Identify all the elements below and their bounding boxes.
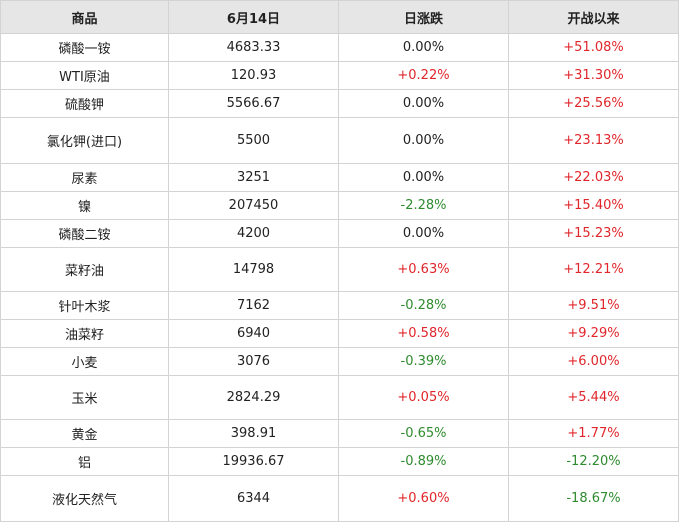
- since-war-change-cell: +1.77%: [508, 419, 679, 448]
- commodity-name-cell: 氯化钾(进口): [0, 117, 169, 164]
- price-cell: 14798: [168, 247, 339, 292]
- since-war-change-cell: +23.13%: [508, 117, 679, 164]
- since-war-change-cell: +15.40%: [508, 191, 679, 220]
- price-cell: 3251: [168, 163, 339, 192]
- commodity-name-cell: 针叶木浆: [0, 291, 169, 320]
- commodity-name-cell: 磷酸二铵: [0, 219, 169, 248]
- daily-change-cell: 0.00%: [338, 219, 509, 248]
- since-war-change-cell: +25.56%: [508, 89, 679, 118]
- since-war-change-cell: +9.29%: [508, 319, 679, 348]
- daily-change-cell: +0.05%: [338, 375, 509, 420]
- since-war-change-cell: +5.44%: [508, 375, 679, 420]
- commodity-name-cell: 液化天然气: [0, 475, 169, 522]
- daily-change-cell: -2.28%: [338, 191, 509, 220]
- commodity-name-cell: 镍: [0, 191, 169, 220]
- table-row: 小麦 3076 -0.39% +6.00%: [0, 347, 679, 376]
- since-war-change-cell: -12.20%: [508, 447, 679, 476]
- since-war-change-cell: +12.21%: [508, 247, 679, 292]
- price-cell: 5500: [168, 117, 339, 164]
- table-row: WTI原油 120.93 +0.22% +31.30%: [0, 61, 679, 90]
- since-war-change-cell: +51.08%: [508, 33, 679, 62]
- daily-change-cell: 0.00%: [338, 33, 509, 62]
- commodity-name-cell: 尿素: [0, 163, 169, 192]
- daily-change-cell: 0.00%: [338, 89, 509, 118]
- table-header-row: 商品 6月14日 日涨跌 开战以来: [0, 0, 679, 34]
- table-row: 磷酸一铵 4683.33 0.00% +51.08%: [0, 33, 679, 62]
- price-cell: 5566.67: [168, 89, 339, 118]
- price-cell: 207450: [168, 191, 339, 220]
- price-cell: 4200: [168, 219, 339, 248]
- commodity-name-cell: 黄金: [0, 419, 169, 448]
- table-row: 玉米 2824.29 +0.05% +5.44%: [0, 375, 679, 420]
- daily-change-cell: 0.00%: [338, 163, 509, 192]
- daily-change-cell: -0.89%: [338, 447, 509, 476]
- daily-change-cell: +0.58%: [338, 319, 509, 348]
- table-row: 菜籽油 14798 +0.63% +12.21%: [0, 247, 679, 292]
- table-row: 磷酸二铵 4200 0.00% +15.23%: [0, 219, 679, 248]
- commodity-name-cell: 硫酸钾: [0, 89, 169, 118]
- commodity-name-cell: 小麦: [0, 347, 169, 376]
- price-cell: 19936.67: [168, 447, 339, 476]
- since-war-change-cell: +22.03%: [508, 163, 679, 192]
- daily-change-cell: -0.28%: [338, 291, 509, 320]
- since-war-change-cell: +9.51%: [508, 291, 679, 320]
- table-row: 铝 19936.67 -0.89% -12.20%: [0, 447, 679, 476]
- table-row: 油菜籽 6940 +0.58% +9.29%: [0, 319, 679, 348]
- price-cell: 6344: [168, 475, 339, 522]
- price-cell: 7162: [168, 291, 339, 320]
- commodity-name-cell: 铝: [0, 447, 169, 476]
- since-war-change-cell: -18.67%: [508, 475, 679, 522]
- price-cell: 6940: [168, 319, 339, 348]
- price-cell: 120.93: [168, 61, 339, 90]
- daily-change-cell: -0.65%: [338, 419, 509, 448]
- header-daily-change: 日涨跌: [338, 0, 509, 34]
- table-row: 尿素 3251 0.00% +22.03%: [0, 163, 679, 192]
- since-war-change-cell: +15.23%: [508, 219, 679, 248]
- daily-change-cell: -0.39%: [338, 347, 509, 376]
- commodity-name-cell: WTI原油: [0, 61, 169, 90]
- price-cell: 4683.33: [168, 33, 339, 62]
- since-war-change-cell: +6.00%: [508, 347, 679, 376]
- table-row: 针叶木浆 7162 -0.28% +9.51%: [0, 291, 679, 320]
- commodity-name-cell: 磷酸一铵: [0, 33, 169, 62]
- price-cell: 3076: [168, 347, 339, 376]
- table-row: 硫酸钾 5566.67 0.00% +25.56%: [0, 89, 679, 118]
- since-war-change-cell: +31.30%: [508, 61, 679, 90]
- header-commodity: 商品: [0, 0, 169, 34]
- commodity-name-cell: 油菜籽: [0, 319, 169, 348]
- daily-change-cell: +0.63%: [338, 247, 509, 292]
- header-date-price: 6月14日: [168, 0, 339, 34]
- daily-change-cell: 0.00%: [338, 117, 509, 164]
- table-row: 黄金 398.91 -0.65% +1.77%: [0, 419, 679, 448]
- table-row: 液化天然气 6344 +0.60% -18.67%: [0, 475, 679, 522]
- commodity-name-cell: 菜籽油: [0, 247, 169, 292]
- commodity-name-cell: 玉米: [0, 375, 169, 420]
- price-cell: 2824.29: [168, 375, 339, 420]
- daily-change-cell: +0.22%: [338, 61, 509, 90]
- table-row: 氯化钾(进口) 5500 0.00% +23.13%: [0, 117, 679, 164]
- daily-change-cell: +0.60%: [338, 475, 509, 522]
- table-row: 镍 207450 -2.28% +15.40%: [0, 191, 679, 220]
- header-since-war: 开战以来: [508, 0, 679, 34]
- price-cell: 398.91: [168, 419, 339, 448]
